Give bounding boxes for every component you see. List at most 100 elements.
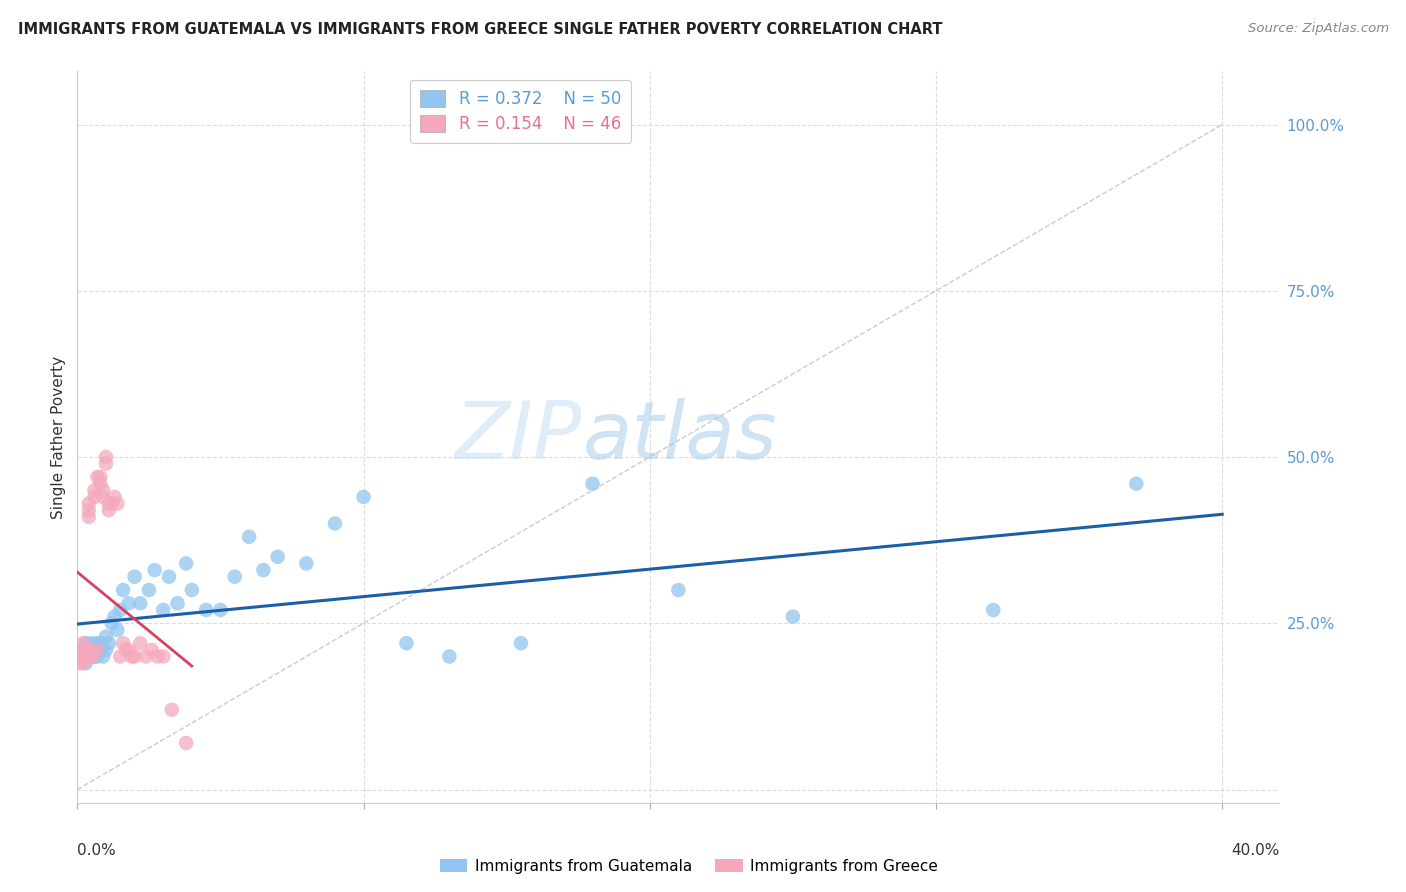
- Point: [77, 643, 100, 657]
- Point: [395, 636, 418, 650]
- Point: [152, 603, 174, 617]
- Point: [129, 596, 152, 610]
- Point: [782, 609, 804, 624]
- Legend: Immigrants from Guatemala, Immigrants from Greece: Immigrants from Guatemala, Immigrants fr…: [433, 853, 945, 880]
- Point: [75, 649, 97, 664]
- Point: [75, 649, 97, 664]
- Point: [510, 636, 533, 650]
- Point: [69, 643, 91, 657]
- Point: [97, 636, 120, 650]
- Point: [115, 643, 138, 657]
- Point: [94, 457, 117, 471]
- Point: [80, 643, 103, 657]
- Point: [86, 636, 108, 650]
- Point: [323, 516, 346, 531]
- Point: [157, 570, 180, 584]
- Point: [72, 636, 94, 650]
- Point: [97, 503, 120, 517]
- Point: [86, 470, 108, 484]
- Point: [138, 582, 160, 597]
- Point: [152, 649, 174, 664]
- Point: [353, 490, 375, 504]
- Point: [80, 649, 103, 664]
- Point: [86, 649, 108, 664]
- Point: [118, 643, 141, 657]
- Point: [72, 649, 94, 664]
- Point: [75, 643, 97, 657]
- Point: [439, 649, 461, 664]
- Point: [83, 490, 105, 504]
- Point: [180, 582, 202, 597]
- Point: [77, 509, 100, 524]
- Point: [89, 636, 111, 650]
- Point: [174, 736, 197, 750]
- Point: [295, 557, 318, 571]
- Point: [77, 503, 100, 517]
- Point: [91, 483, 114, 498]
- Point: [89, 643, 111, 657]
- Y-axis label: Single Father Poverty: Single Father Poverty: [51, 356, 66, 518]
- Point: [118, 596, 141, 610]
- Point: [238, 530, 260, 544]
- Text: 40.0%: 40.0%: [1232, 843, 1279, 858]
- Point: [981, 603, 1004, 617]
- Point: [69, 649, 91, 664]
- Point: [252, 563, 274, 577]
- Point: [94, 630, 117, 644]
- Point: [72, 656, 94, 670]
- Point: [97, 497, 120, 511]
- Point: [83, 643, 105, 657]
- Point: [86, 643, 108, 657]
- Point: [103, 609, 125, 624]
- Point: [129, 636, 152, 650]
- Point: [166, 596, 188, 610]
- Point: [174, 557, 197, 571]
- Point: [89, 470, 111, 484]
- Text: ZIP: ZIP: [456, 398, 582, 476]
- Point: [143, 563, 166, 577]
- Point: [69, 649, 91, 664]
- Point: [224, 570, 246, 584]
- Point: [112, 636, 135, 650]
- Point: [69, 656, 91, 670]
- Point: [107, 497, 129, 511]
- Point: [100, 616, 122, 631]
- Text: atlas: atlas: [582, 398, 778, 476]
- Text: 0.0%: 0.0%: [77, 843, 117, 858]
- Legend: R = 0.372    N = 50, R = 0.154    N = 46: R = 0.372 N = 50, R = 0.154 N = 46: [411, 79, 631, 143]
- Point: [135, 649, 157, 664]
- Point: [69, 643, 91, 657]
- Point: [209, 603, 232, 617]
- Point: [91, 490, 114, 504]
- Point: [107, 623, 129, 637]
- Point: [668, 582, 690, 597]
- Point: [80, 649, 103, 664]
- Point: [72, 649, 94, 664]
- Point: [160, 703, 183, 717]
- Point: [146, 649, 169, 664]
- Point: [83, 649, 105, 664]
- Point: [75, 656, 97, 670]
- Point: [77, 497, 100, 511]
- Point: [581, 476, 603, 491]
- Point: [112, 582, 135, 597]
- Point: [94, 643, 117, 657]
- Point: [80, 636, 103, 650]
- Point: [267, 549, 290, 564]
- Point: [75, 649, 97, 664]
- Point: [110, 603, 132, 617]
- Point: [124, 649, 146, 664]
- Point: [121, 649, 143, 664]
- Point: [91, 649, 114, 664]
- Point: [110, 649, 132, 664]
- Point: [1125, 476, 1147, 491]
- Point: [124, 570, 146, 584]
- Point: [141, 643, 163, 657]
- Point: [72, 649, 94, 664]
- Point: [94, 450, 117, 464]
- Text: Source: ZipAtlas.com: Source: ZipAtlas.com: [1249, 22, 1389, 36]
- Point: [77, 649, 100, 664]
- Point: [100, 497, 122, 511]
- Point: [89, 476, 111, 491]
- Point: [80, 649, 103, 664]
